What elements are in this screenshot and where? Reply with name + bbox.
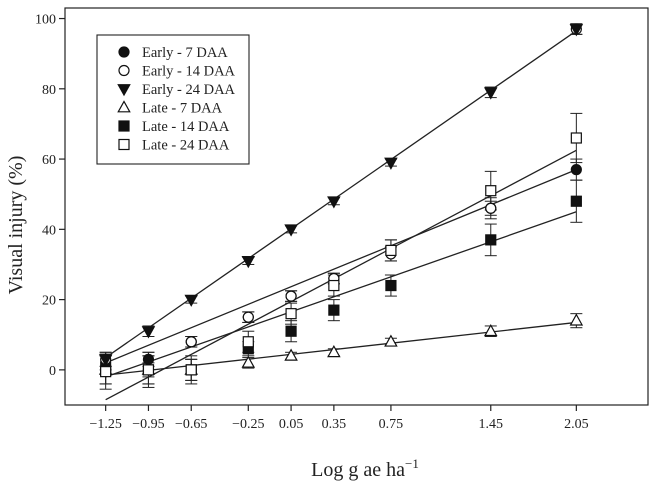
square-filled-marker [285,325,297,337]
x-tick-label: −0.95 [132,417,164,432]
triangle-up-open-marker [117,100,131,113]
triangle-down-filled-marker [98,354,113,367]
triangle-up-open-marker [284,348,298,361]
legend-label: Late - 7 DAA [142,101,223,117]
fit-line [105,211,577,378]
legend-label: Early - 14 DAA [142,64,236,80]
circle-open-marker [485,202,497,214]
triangle-down-filled-marker [241,256,256,269]
x-tick-label: −1.25 [89,417,121,432]
square-open-marker [570,132,582,144]
square-filled-marker [485,234,497,246]
fit-line [105,321,577,376]
square-open-marker [328,279,340,292]
circle-open-marker [285,290,297,302]
triangle-up-open-marker [483,323,498,337]
circle-filled-marker [118,46,130,58]
triangle-down-filled-marker [569,24,584,37]
x-axis-title-superscript: −1 [405,456,419,471]
triangle-up-open-marker [327,345,341,358]
square-open-marker [285,308,297,320]
square-open-marker [100,366,112,378]
x-axis-title: Log g ae ha−1 [311,456,419,481]
circle-open-marker [242,311,254,323]
square-open-marker [118,138,130,151]
triangle-up-open-marker [241,355,256,368]
data-markers [98,23,584,378]
plot-frame [64,7,649,406]
y-tick-label: 60 [42,153,56,168]
triangle-down-filled-marker [284,224,298,237]
triangle-down-filled-marker [141,326,156,339]
x-tick-label: 0.35 [322,417,347,432]
legend-label: Late - 24 DAA [142,138,230,154]
legend-label: Late - 14 DAA [142,119,230,135]
square-filled-marker [570,195,582,207]
legend: Early - 7 DAA Early - 14 DAA Early - 24 DA… [96,34,250,165]
triangle-up-open-marker [384,334,398,347]
y-tick-label: 0 [49,364,56,379]
fit-lines [105,30,577,401]
fit-line [105,169,577,364]
x-tick-label: 1.45 [479,417,504,432]
legend-label: Early - 24 DAA [142,82,236,98]
square-filled-marker [328,304,340,316]
square-open-marker [485,185,497,197]
plot-border [64,7,649,406]
x-axis-title-main: Log g ae ha [311,459,405,481]
triangle-down-filled-marker [327,196,341,209]
circle-filled-marker [570,164,582,176]
y-axis-title: Visual injury (%) [5,156,27,295]
square-filled-marker [118,120,130,132]
triangle-down-filled-marker [384,157,398,170]
fit-line [105,30,577,359]
triangle-down-filled-marker [117,84,131,97]
y-tick-label: 40 [42,223,56,238]
x-tick-label: 0.75 [379,417,404,432]
y-tick-label: 80 [42,83,56,98]
x-tick-label: 2.05 [564,417,589,432]
x-tick-label: −0.25 [232,417,264,432]
legend-label: Early - 7 DAA [142,45,228,61]
square-filled-marker [385,279,397,292]
y-tick-label: 20 [42,294,56,309]
circle-open-marker [118,64,130,77]
axis-ticks: 0 20 40 60 80 100 −1.25 −0.95 −0.65 −0.25 0.05 0.35… [35,13,589,432]
circle-open-marker [185,336,197,348]
triangle-down-filled-marker [184,294,199,307]
square-open-marker [185,364,197,376]
x-tick-label: 0.05 [279,417,304,432]
y-tick-label: 100 [35,13,56,28]
fit-line [105,149,577,401]
triangle-down-filled-marker [483,87,498,100]
square-open-marker [385,244,397,257]
square-open-marker [242,336,254,348]
square-open-marker [142,364,155,376]
x-tick-label: −0.65 [175,417,207,432]
triangle-up-open-marker [569,313,584,326]
